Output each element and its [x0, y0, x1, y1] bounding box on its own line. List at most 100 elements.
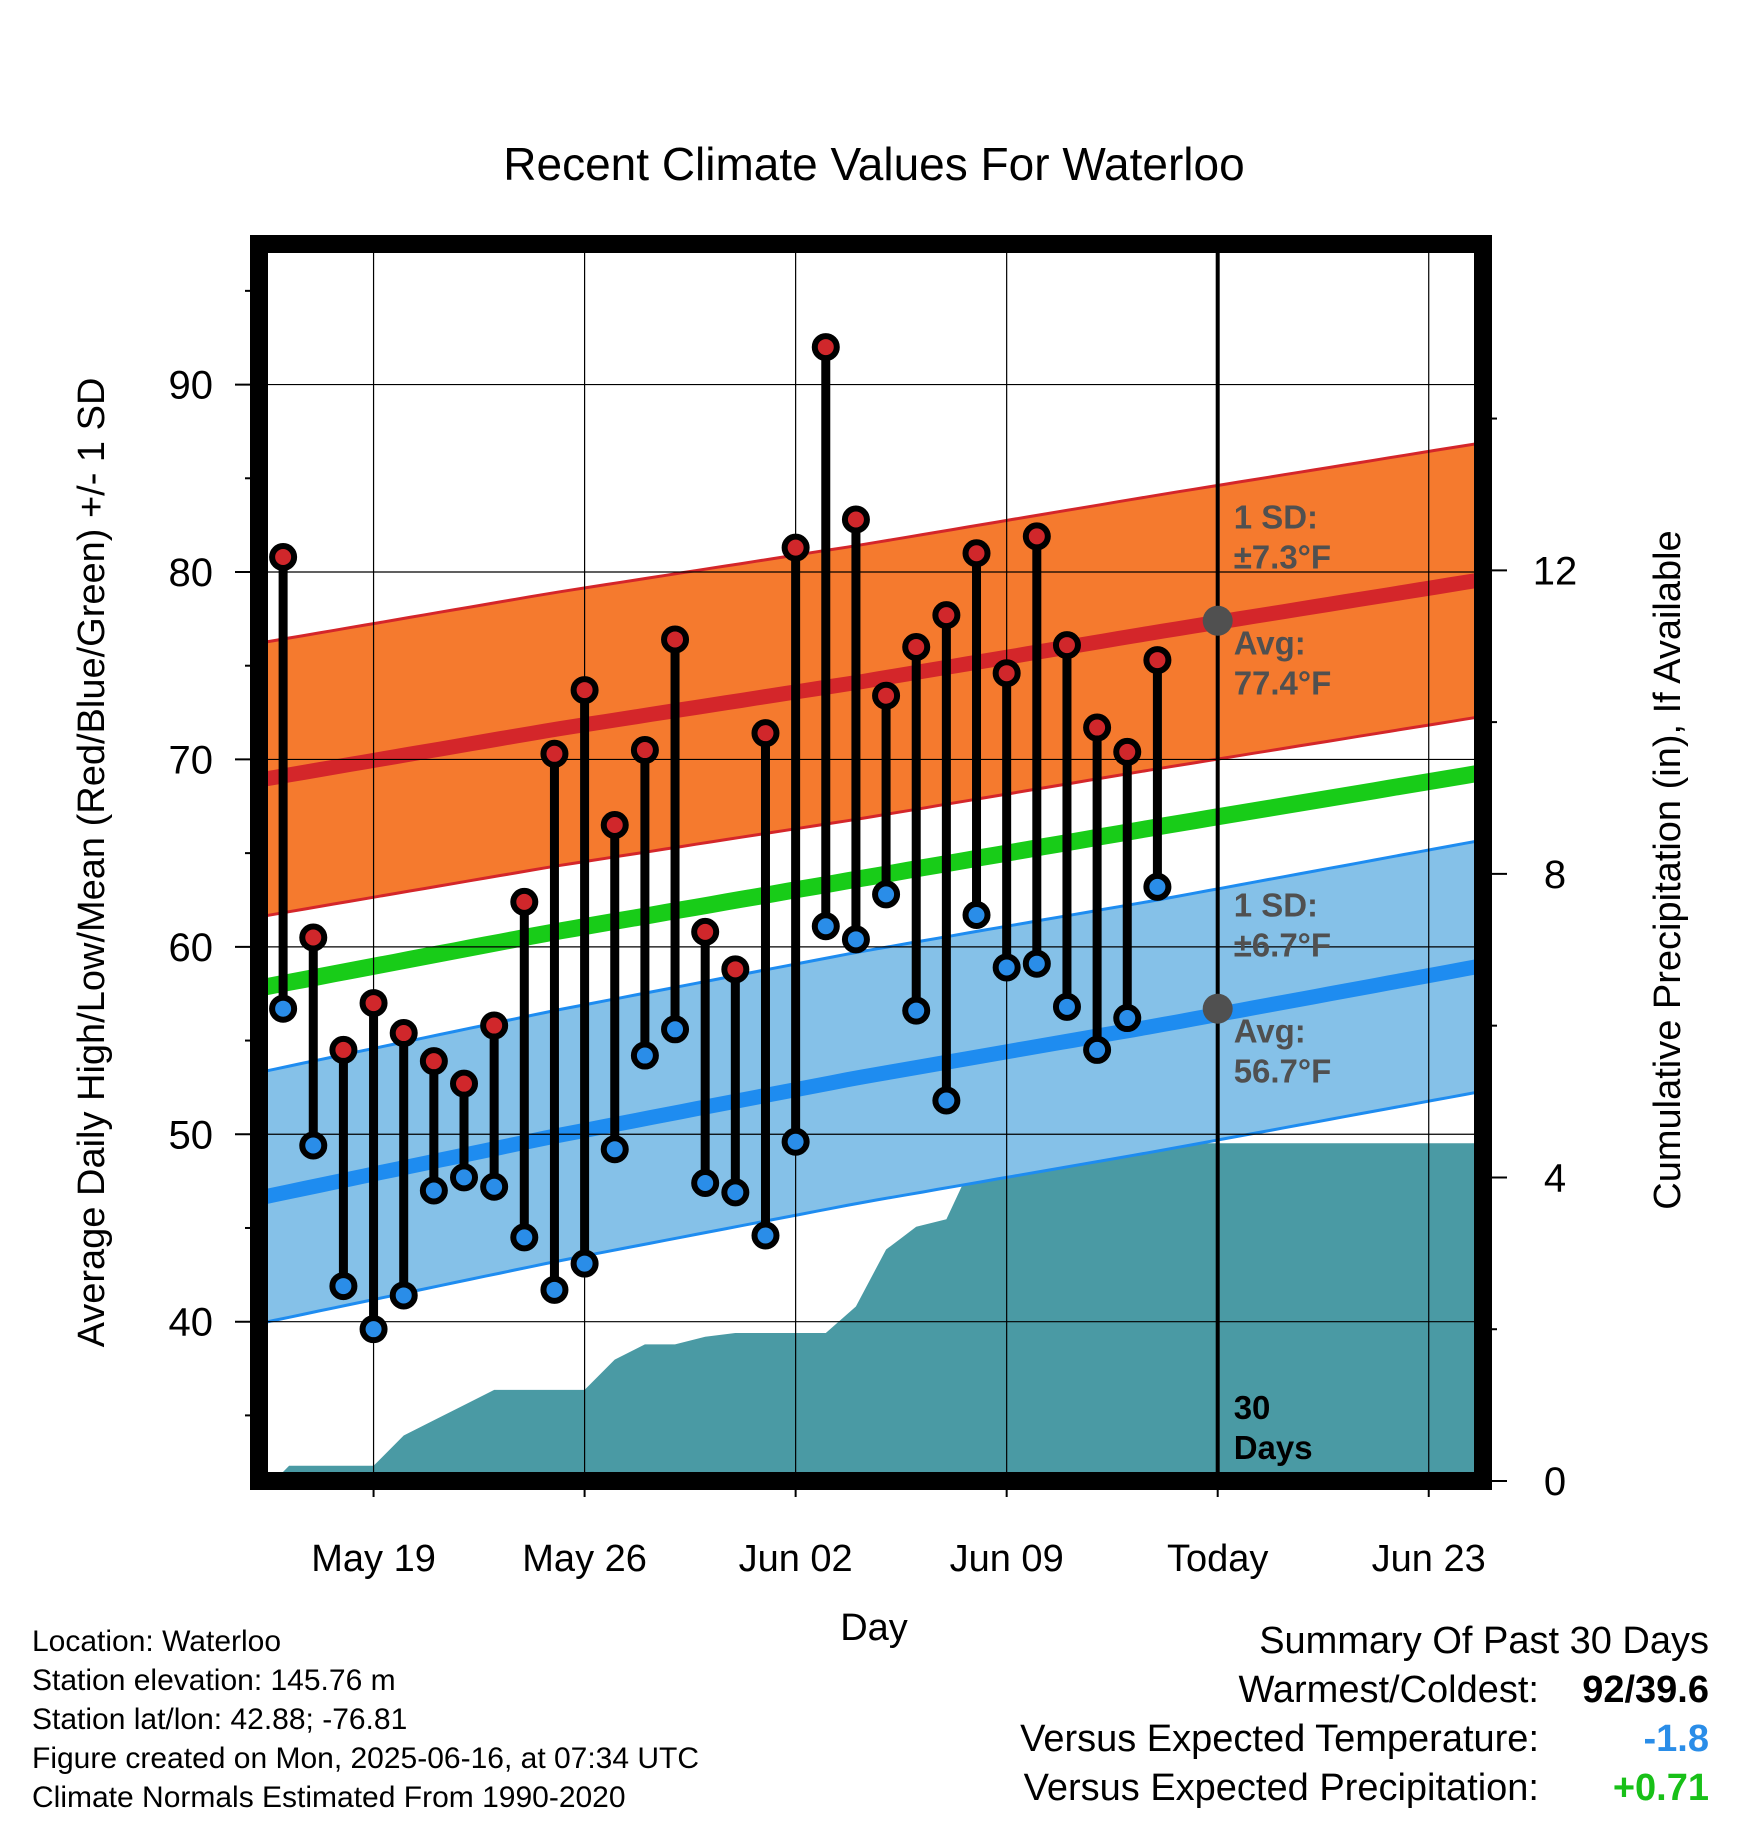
daily-low-point: [510, 1223, 539, 1252]
daily-high-point: [811, 333, 840, 362]
summary-value: -1.8: [1643, 1718, 1709, 1760]
daily-low-point: [1022, 949, 1051, 978]
daily-high-point: [661, 625, 690, 654]
low-sd-annotation: 1 SD: ±6.7°F: [1234, 887, 1331, 964]
daily-high-point: [1113, 737, 1142, 766]
daily-high-point: [540, 739, 569, 768]
y-tick-label: 60: [169, 926, 214, 970]
created-text: Figure created on Mon, 2025-06-16, at 07…: [32, 1742, 700, 1775]
summary-value: 92/39.6: [1582, 1669, 1709, 1711]
daily-low-point: [600, 1135, 629, 1164]
summary-row-precipitation: Versus Expected Precipitation: +0.71: [809, 1767, 1709, 1816]
daily-low-point: [359, 1315, 388, 1344]
daily-high-point: [691, 917, 720, 946]
daily-low-point: [811, 912, 840, 941]
daily-high-point: [1052, 631, 1081, 660]
daily-high-point: [872, 681, 901, 710]
low-sd-annotation-line: 1 SD:: [1234, 887, 1318, 924]
y2-axis-title: Cumulative Precipitation (in), If Availa…: [1647, 530, 1689, 1209]
plot-area: [259, 244, 1483, 1481]
daily-low-point: [841, 925, 870, 954]
daily-low-point: [540, 1275, 569, 1304]
high-sd-annotation-line: ±7.3°F: [1234, 539, 1331, 576]
chart-title: Recent Climate Values For Waterloo: [503, 138, 1244, 190]
daily-low-point: [570, 1249, 599, 1278]
y-axis-title: Average Daily High/Low/Mean (Red/Blue/Gr…: [71, 378, 113, 1348]
daily-low-point: [389, 1281, 418, 1310]
today-days-label-line: Days: [1234, 1429, 1313, 1466]
y-tick-label: 40: [169, 1301, 214, 1345]
y2-tick-label: 0: [1544, 1460, 1566, 1504]
daily-high-point: [480, 1011, 509, 1040]
daily-high-point: [962, 539, 991, 568]
daily-low-point: [751, 1221, 780, 1250]
low-sd-annotation-line: ±6.7°F: [1234, 927, 1331, 964]
daily-high-point: [329, 1035, 358, 1064]
today-days-label-line: 30: [1234, 1389, 1271, 1426]
daily-low-point: [781, 1127, 810, 1156]
x-tick-label: Jun 02: [739, 1538, 853, 1580]
daily-low-point: [450, 1163, 479, 1192]
y-tick-label: 90: [169, 364, 214, 408]
daily-high-point: [1083, 713, 1112, 742]
daily-high-point: [600, 811, 629, 840]
daily-low-point: [691, 1168, 720, 1197]
x-tick-label: May 26: [522, 1538, 647, 1580]
daily-high-point: [389, 1019, 418, 1048]
daily-high-point: [1022, 522, 1051, 551]
daily-low-point: [721, 1178, 750, 1207]
daily-low-point: [872, 880, 901, 909]
high-sd-annotation-line: 1 SD:: [1234, 499, 1318, 536]
summary-row-extremes: Warmest/Coldest: 92/39.6: [809, 1669, 1709, 1718]
daily-high-point: [630, 736, 659, 765]
today-high-avg-marker: [1202, 605, 1233, 636]
daily-high-point: [781, 533, 810, 562]
daily-high-point: [841, 505, 870, 534]
daily-low-point: [1083, 1035, 1112, 1064]
low-avg-annotation-line: Avg:: [1234, 1013, 1306, 1050]
daily-high-point: [269, 542, 298, 571]
high-avg-annotation: Avg: 77.4°F: [1234, 625, 1332, 702]
daily-low-point: [480, 1172, 509, 1201]
summary-title: Summary Of Past 30 Days: [1259, 1620, 1709, 1662]
high-avg-annotation-line: Avg:: [1234, 625, 1306, 662]
y-tick-label: 50: [169, 1113, 214, 1157]
y2-tick-label: 8: [1544, 853, 1566, 897]
daily-high-point: [419, 1047, 448, 1076]
summary-label: Warmest/Coldest:: [1238, 1669, 1539, 1711]
y-tick-label: 70: [169, 738, 214, 782]
summary-panel: Summary Of Past 30 Days Warmest/Coldest:…: [809, 1620, 1709, 1816]
location-text: Location: Waterloo: [32, 1625, 282, 1658]
elevation-text: Station elevation: 145.76 m: [32, 1664, 396, 1697]
daily-low-point: [1143, 872, 1172, 901]
latlon-text: Station lat/lon: 42.88; -76.81: [32, 1703, 408, 1736]
low-avg-annotation-line: 56.7°F: [1234, 1053, 1332, 1090]
summary-label: Versus Expected Precipitation:: [1023, 1767, 1539, 1809]
daily-low-point: [962, 900, 991, 929]
y-tick-label: 80: [169, 551, 214, 595]
daily-high-point: [721, 955, 750, 984]
high-lower-sd-line: [259, 715, 1481, 919]
daily-high-point: [902, 632, 931, 661]
y2-tick-label: 4: [1544, 1156, 1566, 1200]
precip-area: [274, 1143, 1483, 1481]
mean-line: [259, 764, 1482, 997]
normals-text: Climate Normals Estimated From 1990-2020: [32, 1781, 626, 1814]
daily-high-point: [299, 923, 328, 952]
daily-low-point: [992, 953, 1021, 982]
x-tick-label: May 19: [311, 1538, 436, 1580]
daily-low-point: [630, 1041, 659, 1070]
y2-tick-label: 12: [1533, 549, 1578, 593]
high-average-line: [259, 572, 1482, 788]
today-low-avg-marker: [1202, 993, 1233, 1024]
daily-low-point: [1113, 1004, 1142, 1033]
high-sd-annotation: 1 SD: ±7.3°F: [1234, 499, 1331, 576]
daily-high-point: [1143, 646, 1172, 675]
daily-low-point: [329, 1272, 358, 1301]
x-axis-title: Day: [840, 1607, 908, 1649]
today-days-label: 30 Days: [1234, 1389, 1313, 1466]
x-tick-label: Today: [1167, 1538, 1268, 1580]
x-tick-label: Jun 09: [950, 1538, 1064, 1580]
daily-low-point: [269, 994, 298, 1023]
